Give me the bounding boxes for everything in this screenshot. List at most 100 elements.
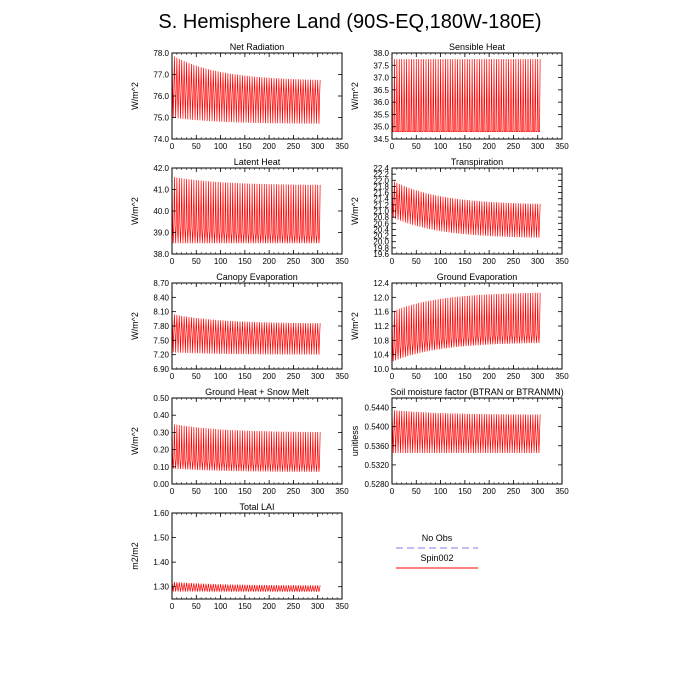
panel-9: Total LAI 0 50 100 150 200 250 300 350 1.30 1.40 1.… [130, 502, 349, 611]
panel-2-title: Sensible Heat [449, 42, 506, 52]
panel-5-xtick-label: 150 [238, 372, 252, 381]
panel-7-xtick-label: 350 [335, 487, 349, 496]
panel-9-xtick-label: 100 [214, 602, 228, 611]
panel-9-xtick-label: 200 [262, 602, 276, 611]
panel-3-xtick-label: 200 [262, 257, 276, 266]
panel-6-title: Ground Evaporation [437, 272, 518, 282]
panel-4-ytick-label: 22.0 [373, 176, 389, 185]
panel-8: Soil moisture factor (BTRAN or BTRANMN)0… [350, 387, 569, 496]
panel-4-ytick-label: 20.6 [373, 219, 389, 228]
panel-5-xtick-label: 300 [311, 372, 325, 381]
panel-3-ytick-label: 42.0 [153, 164, 169, 173]
panel-7-ytick-label: 0.50 [153, 394, 169, 403]
panel-4-ytick-label: 20.0 [373, 238, 389, 247]
panel-5-series-spin002 [171, 314, 321, 355]
panel-7-ytick-label: 0.30 [153, 428, 169, 437]
panel-2-xtick-label: 350 [555, 142, 569, 151]
panel-4-ytick-label: 20.4 [373, 225, 389, 234]
panel-4-ytick-label: 21.6 [373, 189, 389, 198]
panel-1-xtick-label: 150 [238, 142, 252, 151]
panel-8-xtick-label: 0 [390, 487, 395, 496]
panel-7-xtick-label: 300 [311, 487, 325, 496]
panel-7-xtick-label: 50 [192, 487, 201, 496]
panel-7-series-spin002 [171, 423, 321, 472]
panel-6-ytick-label: 12.0 [373, 293, 389, 302]
panel-2-ytick-label: 37.0 [373, 74, 389, 83]
panel-2-ytick-label: 35.5 [373, 110, 389, 119]
panel-2-xtick-label: 0 [390, 142, 395, 151]
panel-3-xtick-label: 0 [170, 257, 175, 266]
panel-2-ylabel: W/m^2 [350, 82, 360, 110]
panel-1-xtick-label: 200 [262, 142, 276, 151]
panel-4-ytick-label: 22.2 [373, 170, 389, 179]
panel-7-ytick-label: 0.20 [153, 446, 169, 455]
panel-5-ytick-label: 7.50 [153, 336, 169, 345]
panel-2-xtick-label: 300 [531, 142, 545, 151]
panel-6-xtick-label: 250 [507, 372, 521, 381]
panel-9-ytick-label: 1.50 [153, 534, 169, 543]
panel-6-xtick-label: 50 [412, 372, 421, 381]
panel-6-ytick-label: 11.6 [374, 308, 390, 317]
panel-8-frame [391, 397, 563, 485]
panels: Net Radiation 0 50 100 150 200 250 300 350 74.0 75… [130, 42, 569, 611]
panel-4-ytick-label: 21.4 [373, 195, 389, 204]
panel-4-title: Transpiration [451, 157, 503, 167]
panel-4-xtick-label: 50 [412, 257, 421, 266]
panel-4-xtick-label: 300 [531, 257, 545, 266]
panel-6: Ground Evaporation 0 50 100 150 200 250 300 350 1… [350, 272, 569, 381]
panel-6-ytick-label: 10.8 [373, 336, 389, 345]
main-title: S. Hemisphere Land (90S-EQ,180W-180E) [158, 11, 541, 33]
panel-9-xtick-label: 0 [170, 602, 175, 611]
panel-1-xtick-label: 350 [335, 142, 349, 151]
panel-6-xtick-label: 150 [458, 372, 472, 381]
panel-7-xtick-label: 150 [238, 487, 252, 496]
panel-4-ytick-label: 21.0 [373, 207, 389, 216]
panel-9-xtick-label: 350 [335, 602, 349, 611]
panel-7-ytick-label: 0.00 [153, 480, 169, 489]
panel-2-ytick-label: 35.0 [373, 123, 389, 132]
panel-6-xtick-label: 350 [555, 372, 569, 381]
panel-7-ylabel: W/m^2 [130, 427, 140, 455]
panel-8-series-spin002 [391, 409, 541, 453]
panel-3-title: Latent Heat [234, 157, 281, 167]
panel-8-xtick-label: 250 [507, 487, 521, 496]
panel-2-xtick-label: 250 [507, 142, 521, 151]
panel-5-xtick-label: 250 [287, 372, 301, 381]
panel-4-ytick-label: 20.2 [373, 232, 389, 241]
panel-5-xtick-label: 100 [214, 372, 228, 381]
panel-5-ytick-label: 8.10 [153, 308, 169, 317]
panel-8-title: Soil moisture factor (BTRAN or BTRANMN) [390, 387, 564, 397]
panel-1-series-spin002 [171, 55, 321, 124]
panel-2-xtick-label: 200 [482, 142, 496, 151]
panel-1-ytick-label: 76.0 [153, 92, 169, 101]
panel-1-xtick-label: 50 [192, 142, 201, 151]
panel-1-ylabel: W/m^2 [130, 82, 140, 110]
panel-8-xtick-label: 350 [555, 487, 569, 496]
panel-4-xtick-label: 250 [507, 257, 521, 266]
panel-8-xtick-label: 300 [531, 487, 545, 496]
panel-1-frame [171, 52, 343, 140]
panel-8-ytick-label: 0.5400 [365, 423, 390, 432]
panel-6-series-spin002 [391, 292, 541, 362]
panel-2-frame [391, 52, 563, 140]
panel-7-xtick-label: 0 [170, 487, 175, 496]
panel-4-xtick-label: 200 [482, 257, 496, 266]
panel-4-ytick-label: 22.4 [373, 164, 389, 173]
panel-3-xtick-label: 150 [238, 257, 252, 266]
panel-8-ytick-label: 0.5320 [365, 461, 390, 470]
panel-9-xtick-label: 250 [287, 602, 301, 611]
panel-5-ytick-label: 6.90 [153, 365, 169, 374]
panel-5-title: Canopy Evaporation [216, 272, 298, 282]
panel-9-xtick-label: 150 [238, 602, 252, 611]
panel-8-ytick-label: 0.5360 [365, 442, 390, 451]
panel-5: Canopy Evaporation 0 50 100 150 200 250 300 350 6… [130, 272, 349, 381]
panel-3-xtick-label: 100 [214, 257, 228, 266]
panel-3-ylabel: W/m^2 [130, 197, 140, 225]
panel-8-ylabel: unitless [350, 425, 360, 456]
panel-6-ytick-label: 11.2 [374, 322, 390, 331]
panel-5-xtick-label: 200 [262, 372, 276, 381]
panel-7-xtick-label: 250 [287, 487, 301, 496]
panel-2-xtick-label: 50 [412, 142, 421, 151]
panel-8-ytick-label: 0.5440 [365, 404, 390, 413]
panel-6-xtick-label: 300 [531, 372, 545, 381]
